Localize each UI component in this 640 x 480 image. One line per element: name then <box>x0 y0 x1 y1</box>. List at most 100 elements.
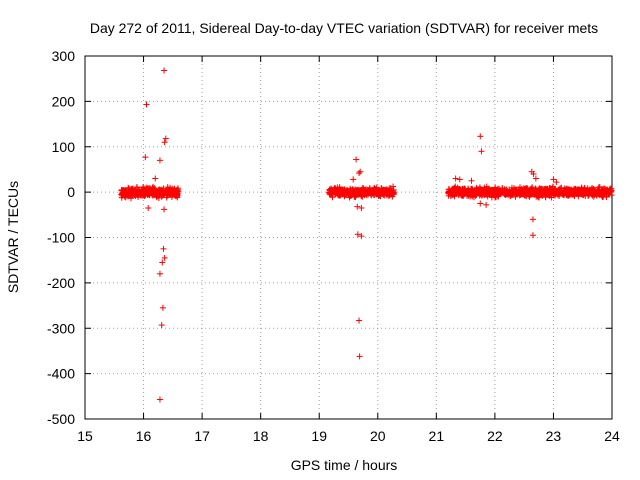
outlier-point <box>162 135 169 142</box>
outlier-point <box>143 101 150 108</box>
x-tick-label: 19 <box>311 428 327 444</box>
data-point <box>535 194 542 201</box>
data-point <box>535 186 542 193</box>
data-point <box>538 190 545 197</box>
outlier-point <box>356 353 363 360</box>
outlier-point <box>529 216 536 223</box>
data-point <box>582 192 589 199</box>
data-point <box>367 188 374 195</box>
data-point <box>523 193 530 200</box>
data-point <box>344 187 351 194</box>
data-point <box>501 189 508 196</box>
data-point <box>561 185 568 192</box>
x-tick-label: 24 <box>604 428 620 444</box>
x-tick-label: 22 <box>487 428 503 444</box>
outlier-point <box>156 157 163 164</box>
data-point <box>519 191 526 198</box>
data-point <box>144 185 151 192</box>
data-point <box>487 190 494 197</box>
data-point <box>331 185 338 192</box>
data-point <box>366 184 373 191</box>
data-point <box>565 186 572 193</box>
outlier-point <box>356 170 363 177</box>
y-tick-label: 100 <box>52 139 76 155</box>
data-point <box>129 185 136 192</box>
data-point <box>532 185 539 192</box>
data-point <box>381 192 388 199</box>
y-tick-label: 200 <box>52 93 76 109</box>
data-point <box>455 189 462 196</box>
outlier-point <box>532 175 539 182</box>
outlier-point <box>358 205 365 212</box>
data-point <box>153 190 160 197</box>
data-point <box>445 189 452 196</box>
y-tick-label: -300 <box>47 320 75 336</box>
data-point <box>553 188 560 195</box>
data-point <box>475 190 482 197</box>
y-tick-label: -100 <box>47 230 75 246</box>
data-points <box>118 67 615 403</box>
data-point <box>370 186 377 193</box>
data-point <box>596 183 603 190</box>
data-point <box>492 193 499 200</box>
data-point <box>345 191 352 198</box>
data-point <box>174 188 181 195</box>
data-point <box>577 190 584 197</box>
data-point <box>506 189 513 196</box>
data-point <box>384 191 391 198</box>
data-point <box>156 189 163 196</box>
data-point <box>531 191 538 198</box>
data-point <box>448 188 455 195</box>
data-point <box>549 183 556 190</box>
data-point <box>468 189 475 196</box>
data-point <box>138 186 145 193</box>
x-tick-label: 17 <box>194 428 210 444</box>
data-point <box>564 192 571 199</box>
x-tick-label: 20 <box>370 428 386 444</box>
outlier-point <box>456 176 463 183</box>
data-point <box>334 191 341 198</box>
data-point <box>326 189 333 196</box>
data-point <box>513 187 520 194</box>
data-point <box>599 194 606 201</box>
data-point <box>524 189 531 196</box>
y-axis-label: SDTVAR / TECUs <box>5 181 21 293</box>
data-point <box>381 187 388 194</box>
data-point <box>590 186 597 193</box>
x-tick-labels: 15 16 17 18 19 20 21 22 23 24 <box>77 428 620 444</box>
outlier-point <box>161 139 168 146</box>
data-point <box>357 189 364 196</box>
outlier-point <box>358 233 365 240</box>
data-point <box>592 189 599 196</box>
outlier-point <box>161 206 168 213</box>
data-point <box>373 184 380 191</box>
outlier-point <box>160 245 167 252</box>
data-point <box>358 193 365 200</box>
data-point <box>490 187 497 194</box>
outlier-point <box>158 322 165 329</box>
data-point <box>546 191 553 198</box>
outlier-point <box>353 156 360 163</box>
outlier-point <box>550 176 557 183</box>
outlier-point <box>354 231 361 238</box>
outlier-point <box>553 179 560 186</box>
data-point <box>339 187 346 194</box>
y-tick-label: -200 <box>47 275 75 291</box>
data-point <box>482 190 489 197</box>
data-point <box>377 191 384 198</box>
outlier-point <box>356 317 363 324</box>
outlier-point <box>354 203 361 210</box>
data-point <box>329 194 336 201</box>
data-point <box>601 190 608 197</box>
data-point <box>581 184 588 191</box>
x-tick-label: 16 <box>136 428 152 444</box>
data-point <box>133 189 140 196</box>
data-point <box>123 190 130 197</box>
data-point <box>495 187 502 194</box>
chart-title: Day 272 of 2011, Sidereal Day-to-day VTE… <box>90 20 598 36</box>
axis-ticks <box>84 55 613 420</box>
data-point <box>595 188 602 195</box>
data-point <box>608 185 615 192</box>
outlier-point <box>156 396 163 403</box>
data-point <box>361 187 368 194</box>
